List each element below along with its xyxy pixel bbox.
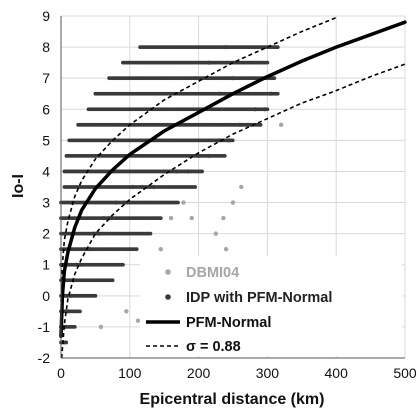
y-tick-label-4: 2 bbox=[42, 226, 50, 242]
legend-marker-idp bbox=[165, 294, 171, 300]
x-tick-label-3: 300 bbox=[256, 365, 280, 381]
dbmi04-point-32 bbox=[223, 246, 229, 252]
y-tick-label-5: 3 bbox=[42, 195, 50, 211]
idp-point-19-80 bbox=[275, 45, 280, 49]
plot-area bbox=[59, 16, 407, 359]
legend-label-idp: IDP with PFM-Normal bbox=[186, 290, 332, 306]
dbmi04-point-38 bbox=[189, 215, 194, 221]
x-axis-title: Epicentral distance (km) bbox=[140, 391, 325, 408]
dbmi04-point-40 bbox=[135, 318, 141, 323]
x-tick-label-0: 0 bbox=[57, 365, 65, 381]
idp-point-10-76 bbox=[193, 185, 198, 189]
y-tick-label-3: 1 bbox=[42, 257, 50, 273]
idp-point-4-30 bbox=[110, 278, 115, 283]
legend: DBMI04 IDP with PFM-Normal PFM-Normal σ … bbox=[140, 256, 402, 356]
idp-point-7-52 bbox=[148, 231, 153, 236]
idp-point-18-84 bbox=[265, 60, 270, 65]
sigma-lower-curve bbox=[60, 63, 406, 359]
dbmi04-point-37 bbox=[181, 200, 186, 205]
idp-point-11-80 bbox=[200, 169, 204, 174]
axes: 0 100 200 300 400 500 -2 -1 0 1 2 3 4 5 6 7 8 9 bbox=[38, 8, 417, 381]
idp-point-17-96 bbox=[272, 76, 277, 81]
idp-point-13-95 bbox=[230, 138, 235, 143]
dbmi04-point-43 bbox=[158, 246, 163, 252]
y-tick-label-0: -2 bbox=[38, 350, 51, 366]
idp-point-14-106 bbox=[258, 122, 263, 127]
dbmi04-point-35 bbox=[221, 215, 226, 221]
idp-point-16-106 bbox=[275, 91, 280, 96]
y-tick-label-10: 8 bbox=[42, 39, 50, 55]
idp-point-3-20 bbox=[93, 293, 98, 298]
idp-point-1-8 bbox=[72, 325, 77, 329]
dbmi04-point-51 bbox=[98, 324, 104, 330]
legend-label-sigma: σ = 0.88 bbox=[186, 339, 241, 355]
dbmi04-point-41 bbox=[124, 309, 129, 314]
y-axis-title: Io-I bbox=[10, 174, 27, 198]
y-tick-label-6: 4 bbox=[42, 163, 50, 179]
idp-point-8-58 bbox=[158, 216, 163, 220]
x-tick-label-4: 400 bbox=[325, 365, 349, 381]
pfm-normal-curve bbox=[59, 20, 407, 338]
dbmi04-point-45 bbox=[278, 122, 284, 128]
legend-label-pfm-normal: PFM-Normal bbox=[186, 315, 271, 331]
idp-point-2-11 bbox=[78, 309, 82, 314]
idp-point-9-68 bbox=[176, 200, 180, 205]
y-tick-label-11: 9 bbox=[42, 8, 50, 24]
y-tick-label-1: -1 bbox=[38, 319, 51, 335]
legend-box bbox=[140, 256, 402, 356]
sigma-upper-curve bbox=[60, 16, 337, 303]
x-tick-label-5: 500 bbox=[393, 365, 417, 381]
legend-marker-dbmi04 bbox=[165, 269, 171, 275]
y-tick-label-2: 0 bbox=[42, 288, 50, 304]
dbmi04-point-33 bbox=[230, 200, 236, 205]
x-tick-label-1: 100 bbox=[118, 365, 142, 381]
y-tick-label-9: 7 bbox=[42, 70, 50, 86]
legend-label-dbmi04: DBMI04 bbox=[186, 265, 239, 281]
x-tick-label-2: 200 bbox=[187, 365, 211, 381]
idp-point-5-36 bbox=[121, 262, 125, 267]
idp-point-6-44 bbox=[134, 247, 139, 252]
dbmi04-point-31 bbox=[213, 231, 218, 236]
dbmi04-point-36 bbox=[168, 215, 174, 221]
idp-point-12-92 bbox=[222, 154, 227, 158]
y-tick-label-8: 6 bbox=[42, 101, 50, 117]
y-tick-label-7: 5 bbox=[42, 132, 50, 148]
dbmi04-point-34 bbox=[239, 184, 244, 190]
idp-point-15-104 bbox=[265, 107, 270, 112]
idp-point-0-3 bbox=[64, 340, 69, 345]
